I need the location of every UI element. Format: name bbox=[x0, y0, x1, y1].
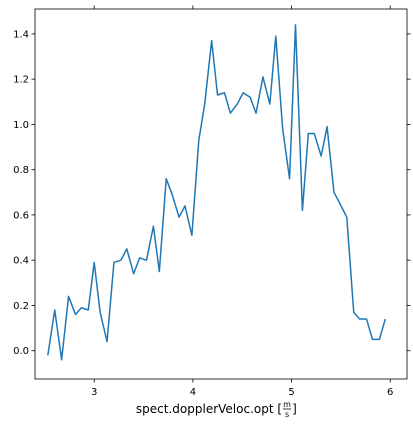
plot-frame bbox=[34, 8, 408, 380]
y-tick-label: 0.6 bbox=[13, 210, 29, 221]
x-axis-label-main: spect.dopplerVeloc.opt bbox=[136, 402, 274, 416]
axis-ticks: 3 4 5 6 0.0 0.2 0.4 0.6 0.8 1.0 1.2 1.4 bbox=[13, 5, 411, 398]
x-tick-label: 4 bbox=[190, 387, 196, 398]
y-tick-label: 1.2 bbox=[13, 75, 29, 86]
y-tick-label: 0.2 bbox=[13, 301, 29, 312]
x-axis-unit-fraction: m s ] bbox=[283, 400, 297, 419]
x-tick-label: 6 bbox=[387, 387, 393, 398]
x-axis-label-bracket-open: [ bbox=[277, 402, 282, 416]
x-axis-unit-denominator: s bbox=[285, 410, 289, 419]
x-axis-label: spect.dopplerVeloc.opt [ bbox=[136, 402, 282, 416]
y-tick-label: 0.0 bbox=[13, 346, 29, 357]
series-group bbox=[47, 24, 387, 361]
x-axis-label-bracket-close: ] bbox=[292, 402, 297, 416]
y-tick-label: 1.4 bbox=[13, 29, 29, 40]
y-tick-label: 1.0 bbox=[13, 120, 29, 131]
plot-area bbox=[34, 8, 408, 380]
x-tick-label: 5 bbox=[288, 387, 294, 398]
x-tick-label: 3 bbox=[91, 387, 97, 398]
x-axis-unit-numerator: m bbox=[283, 400, 291, 409]
y-tick-label: 0.8 bbox=[13, 165, 29, 176]
y-tick-label: 0.4 bbox=[13, 256, 29, 267]
series-line bbox=[47, 24, 387, 361]
